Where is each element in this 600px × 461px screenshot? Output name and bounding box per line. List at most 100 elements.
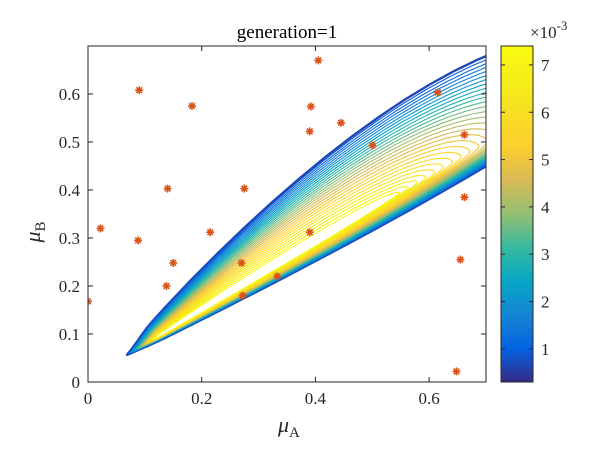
scatter-point	[433, 88, 442, 97]
contour-line	[144, 134, 486, 345]
contour-line	[146, 145, 471, 344]
asterisk-stroke	[169, 259, 177, 267]
asterisk-stroke	[206, 228, 214, 236]
asterisk-stroke	[368, 141, 376, 149]
contour-line	[134, 87, 486, 351]
colorbar-tick-label: 6	[541, 103, 550, 122]
contour-line	[140, 116, 486, 347]
y-axis-label-subscript: B	[33, 221, 49, 231]
asterisk-stroke	[240, 185, 248, 192]
colorbar-tick-label: 5	[541, 151, 550, 170]
contour-line	[137, 101, 486, 349]
asterisk-stroke	[307, 103, 315, 110]
scatter-point	[237, 259, 246, 267]
colorbar-tick-label: 1	[541, 340, 550, 359]
asterisk-stroke	[461, 131, 468, 139]
contour-line	[154, 191, 401, 339]
asterisk-stroke	[238, 259, 245, 267]
x-tick-label: 0.6	[419, 389, 440, 408]
asterisk-stroke	[461, 193, 468, 201]
asterisk-stroke	[188, 102, 196, 110]
chart-title: generation=1	[237, 22, 337, 43]
scatter-point	[162, 282, 171, 290]
x-axis-ticks: 0 0.2 0.4 0.6	[84, 46, 440, 408]
scatter-point	[240, 184, 249, 193]
asterisk-stroke	[134, 237, 142, 244]
contour-line	[138, 106, 486, 348]
scatter-point	[314, 56, 323, 65]
y-axis-ticks: 0 0.1 0.2 0.3 0.4 0.5 0.6	[59, 85, 486, 392]
asterisk-stroke	[434, 89, 442, 96]
plot-frame	[87, 45, 487, 383]
asterisk-stroke	[163, 282, 170, 290]
scatter-point	[238, 291, 247, 300]
asterisk-stroke	[135, 86, 143, 94]
asterisk-stroke	[337, 119, 345, 127]
contour-lines	[125, 54, 486, 356]
scatter-point	[88, 297, 92, 306]
scatter-point	[134, 236, 142, 245]
colorbar	[500, 45, 534, 383]
scatter-point	[368, 141, 377, 150]
scatter-point	[456, 255, 465, 264]
scatter-point	[188, 102, 196, 110]
colorbar-tick-label: 2	[541, 293, 550, 312]
scatter-point	[273, 272, 282, 281]
contour-line	[139, 111, 486, 348]
contour-line	[149, 163, 445, 342]
scatter-point	[163, 184, 172, 193]
scatter-point	[135, 86, 144, 95]
y-tick-label: 0.5	[59, 133, 80, 152]
asterisk-stroke	[164, 185, 171, 192]
y-tick-label: 0	[72, 373, 81, 392]
contour-line	[150, 169, 436, 342]
y-axis-label-symbol: μ	[20, 231, 45, 243]
asterisk-stroke	[314, 57, 322, 64]
asterisk-stroke	[273, 273, 281, 280]
x-tick-label: 0	[84, 389, 93, 408]
colorbar-multiplier: ×10-3	[530, 18, 567, 42]
asterisk-stroke	[88, 300, 92, 305]
asterisk-stroke	[306, 228, 314, 236]
scatter-point	[306, 102, 315, 111]
colorbar-tick-label: 4	[541, 198, 550, 217]
scatter-point	[305, 127, 314, 136]
y-tick-label: 0.4	[59, 181, 81, 200]
y-tick-label: 0.6	[59, 85, 80, 104]
scatter-point	[460, 193, 469, 202]
scatter-point	[305, 228, 314, 237]
y-tick-label: 0.3	[59, 229, 80, 248]
asterisk-stroke	[453, 368, 460, 375]
colorbar-multiplier-base: ×10	[530, 23, 557, 42]
scatter-point	[96, 224, 105, 233]
scatter-point	[206, 228, 215, 237]
x-axis-label-subscript: A	[289, 425, 300, 441]
scatter-point	[452, 367, 461, 376]
x-axis-label: μA	[277, 412, 300, 441]
asterisk-stroke	[306, 128, 314, 135]
colorbar-multiplier-exponent: -3	[557, 18, 568, 33]
y-tick-label: 0.1	[59, 325, 80, 344]
y-axis-label: μB	[20, 221, 49, 243]
scatter-point	[169, 259, 178, 267]
x-axis-label-symbol: μ	[277, 412, 289, 437]
x-tick-label: 0.2	[191, 389, 212, 408]
scatter-point	[460, 130, 469, 139]
asterisk-stroke	[457, 256, 464, 263]
asterisk-stroke	[239, 292, 247, 299]
contour-line	[147, 151, 462, 344]
scatter-point	[337, 118, 345, 127]
colorbar-tick-label: 7	[541, 56, 550, 75]
contour-line	[145, 139, 480, 345]
colorbar-ticks: 1 2 3 4 5 6 7	[501, 56, 550, 359]
colorbar-tick-label: 3	[541, 245, 550, 264]
x-tick-label: 0.4	[305, 389, 327, 408]
contour-line	[141, 122, 486, 347]
asterisk-stroke	[97, 225, 104, 232]
contour-line	[151, 174, 427, 341]
scatter-points	[88, 56, 469, 376]
y-tick-label: 0.2	[59, 277, 80, 296]
asterisk-stroke	[88, 297, 92, 303]
contour-line	[153, 186, 410, 340]
